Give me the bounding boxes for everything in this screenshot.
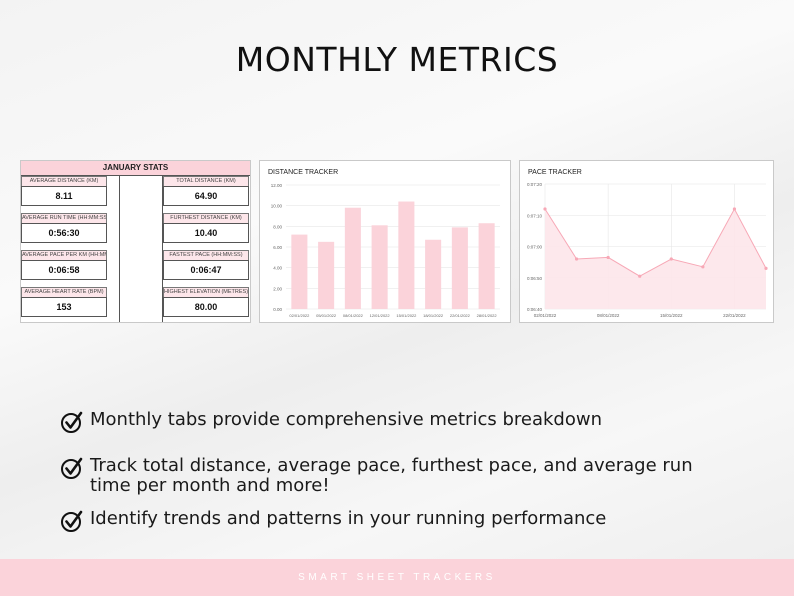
stat-value: 0:06:58 xyxy=(21,260,107,280)
bullet-text: Track total distance, average pace, furt… xyxy=(90,455,693,496)
bar xyxy=(371,225,388,309)
bar xyxy=(398,201,415,309)
stat-average-heart-rate: AVERAGE HEART RATE (BPM) 153 xyxy=(21,287,107,317)
bar xyxy=(318,241,335,309)
stat-value: 153 xyxy=(21,297,107,317)
area-fill xyxy=(545,209,766,309)
y-tick-label: 6.00 xyxy=(273,245,282,250)
chart-title: PACE TRACKER xyxy=(528,169,582,176)
chart-title: DISTANCE TRACKER xyxy=(268,169,339,176)
y-tick-label: 8.00 xyxy=(273,224,282,229)
pace-chart: 0:06:40 0:06:50 0:07:00 0:07:10 0:07:20 02/01… xyxy=(527,182,768,318)
bar xyxy=(425,239,442,309)
data-point xyxy=(574,257,579,261)
y-tick-label: 12.00 xyxy=(271,183,283,188)
bar xyxy=(291,234,308,309)
y-tick-label: 0:07:20 xyxy=(527,182,543,187)
check-circle-icon xyxy=(61,510,83,532)
stat-value: 64.90 xyxy=(163,186,249,206)
y-tick-label: 0:07:00 xyxy=(527,245,543,250)
x-tick-label: 22/01/2022 xyxy=(723,313,746,318)
bar xyxy=(344,207,361,309)
stats-header: JANUARY STATS xyxy=(21,161,250,176)
bar xyxy=(451,227,468,309)
distance-tracker-panel: DISTANCE TRACKER 0.00 2.00 4.00 6.00 8.00 10.… xyxy=(259,160,511,323)
stat-value: 10.40 xyxy=(163,223,249,243)
stat-label: HIGHEST ELEVATION (METRES) xyxy=(163,287,249,297)
stat-value: 0:56:30 xyxy=(21,223,107,243)
y-tick-label: 0:07:10 xyxy=(527,213,543,218)
data-point xyxy=(543,207,547,211)
x-tick-label: 12/01/2022 xyxy=(370,313,391,318)
x-tick-label: 02/01/2022 xyxy=(534,313,557,318)
stat-label: FASTEST PACE (HH:MM:SS) xyxy=(163,250,249,260)
stat-label: FURTHEST DISTANCE (KM) xyxy=(163,213,249,223)
bullet-text: Identify trends and patterns in your run… xyxy=(90,508,607,529)
stat-value: 8.11 xyxy=(21,186,107,206)
stat-furthest-distance: FURTHEST DISTANCE (KM) 10.40 xyxy=(163,213,249,243)
check-circle-icon xyxy=(61,457,83,479)
x-tick-label: 18/01/2022 xyxy=(423,313,444,318)
data-point xyxy=(606,255,610,260)
stat-label: AVERAGE RUN TIME (HH:MM:SS) xyxy=(21,213,107,223)
series-line xyxy=(544,207,767,277)
divider xyxy=(162,176,163,322)
stat-label: TOTAL DISTANCE (KM) xyxy=(163,176,249,186)
stat-label: AVERAGE DISTANCE (KM) xyxy=(21,176,107,186)
data-point xyxy=(764,266,768,270)
y-tick-label: 10.00 xyxy=(271,204,283,209)
data-point xyxy=(638,274,642,278)
stat-value: 80.00 xyxy=(163,297,249,317)
stat-total-distance: TOTAL DISTANCE (KM) 64.90 xyxy=(163,176,249,206)
stat-label: AVERAGE PACE PER KM (HH:MM:SS) xyxy=(21,250,107,260)
stat-label: AVERAGE HEART RATE (BPM) xyxy=(21,287,107,297)
footer-brand: SMART SHEET TRACKERS xyxy=(0,559,794,596)
stat-value: 0:06:47 xyxy=(163,260,249,280)
x-tick-label: 05/01/2022 xyxy=(316,313,337,318)
data-point xyxy=(732,207,737,211)
x-tick-label: 08/01/2022 xyxy=(343,313,364,318)
y-tick-label: 2.00 xyxy=(273,286,282,291)
stat-average-pace: AVERAGE PACE PER KM (HH:MM:SS) 0:06:58 xyxy=(21,250,107,280)
stat-fastest-pace: FASTEST PACE (HH:MM:SS) 0:06:47 xyxy=(163,250,249,280)
x-tick-label: 28/01/2022 xyxy=(477,313,498,318)
page-title: MONTHLY METRICS xyxy=(235,40,559,79)
x-tick-label: 22/01/2022 xyxy=(450,313,471,318)
bullet-text: Monthly tabs provide comprehensive metri… xyxy=(90,409,602,430)
y-tick-label: 0:06:40 xyxy=(527,307,543,312)
x-tick-label: 15/01/2022 xyxy=(660,313,683,318)
distance-chart: 0.00 2.00 4.00 6.00 8.00 10.00 12.00 02/01/2022… xyxy=(271,183,500,318)
january-stats-panel: JANUARY STATS AVERAGE DISTANCE (KM) 8.11… xyxy=(20,160,251,323)
divider xyxy=(119,176,120,322)
pace-tracker-panel: PACE TRACKER 0:06:40 0:06:50 0:07:00 0:07:1… xyxy=(519,160,774,323)
data-point xyxy=(701,265,705,269)
check-circle-icon xyxy=(61,411,83,433)
x-tick-label: 15/01/2022 xyxy=(396,313,417,318)
stat-average-distance: AVERAGE DISTANCE (KM) 8.11 xyxy=(21,176,107,206)
stat-highest-elevation: HIGHEST ELEVATION (METRES) 80.00 xyxy=(163,287,249,317)
x-tick-label: 02/01/2022 xyxy=(289,313,310,318)
x-tick-label: 08/01/2022 xyxy=(597,313,620,318)
bar xyxy=(478,223,495,309)
stat-average-run-time: AVERAGE RUN TIME (HH:MM:SS) 0:56:30 xyxy=(21,213,107,243)
y-tick-label: 4.00 xyxy=(273,266,282,271)
data-point xyxy=(669,257,673,261)
y-tick-label: 0:06:50 xyxy=(527,276,543,281)
y-tick-label: 0.00 xyxy=(273,307,282,312)
